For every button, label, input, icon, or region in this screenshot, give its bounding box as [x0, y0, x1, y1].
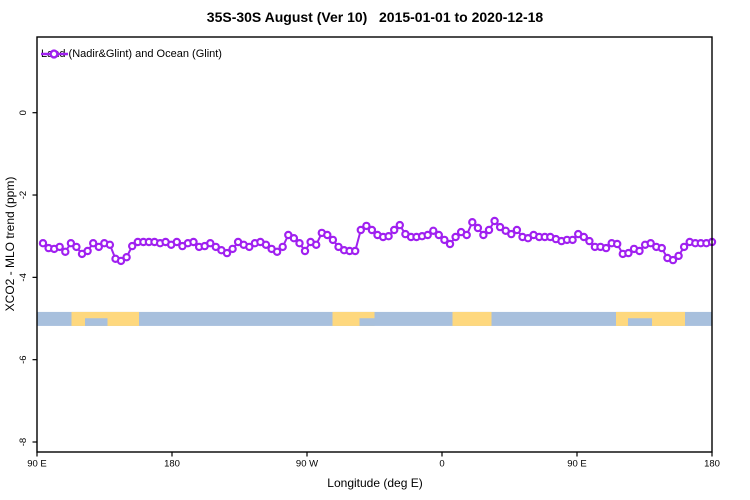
- data-point: [189, 237, 198, 247]
- plot-border: [36, 36, 713, 453]
- data-point: [390, 225, 399, 235]
- data-point: [384, 231, 393, 241]
- data-point: [328, 235, 338, 245]
- legend-label: Land (Nadir&Glint) and Ocean (Glint): [41, 48, 222, 60]
- data-point: [490, 216, 499, 226]
- data-point: [127, 241, 137, 251]
- data-point: [679, 242, 689, 252]
- y-tick-label: -8: [18, 438, 29, 446]
- data-point: [507, 229, 516, 239]
- data-point: [468, 217, 477, 227]
- y-tick-label: 0: [18, 110, 29, 115]
- data-point: [473, 223, 483, 233]
- data-point: [172, 237, 181, 247]
- data-point: [484, 225, 494, 235]
- x-tick-label: 0: [439, 459, 444, 470]
- data-point: [272, 247, 282, 256]
- y-tick-label: -2: [18, 191, 29, 199]
- data-point: [668, 255, 678, 265]
- data-point: [105, 240, 115, 249]
- data-point: [278, 242, 287, 252]
- data-point: [66, 238, 76, 248]
- data-point: [445, 239, 455, 249]
- land-patch: [452, 311, 492, 326]
- data-point: [624, 248, 633, 258]
- data-point: [351, 246, 360, 256]
- ocean-notch: [85, 318, 108, 326]
- data-point: [657, 243, 667, 253]
- data-point: [295, 238, 304, 248]
- y-tick-label: -4: [18, 273, 29, 281]
- data-point: [116, 256, 126, 266]
- data-point: [312, 240, 321, 249]
- data-point: [228, 244, 237, 254]
- data-point: [300, 246, 310, 256]
- data-point: [585, 236, 594, 246]
- data-point: [367, 225, 377, 235]
- data-point: [423, 230, 432, 240]
- data-point: [61, 247, 70, 256]
- data-point: [122, 253, 131, 262]
- data-point: [38, 238, 48, 248]
- data-point: [395, 220, 404, 230]
- data-point: [434, 230, 443, 240]
- x-tick-label: 90 E: [567, 459, 587, 470]
- data-point: [462, 230, 471, 240]
- ocean-notch: [359, 318, 375, 326]
- chart-title: 35S-30S August (Ver 10) 2015-01-01 to 20…: [206, 9, 544, 25]
- x-tick-label: 180: [164, 459, 180, 470]
- data-point: [568, 235, 577, 245]
- data-point: [261, 240, 271, 249]
- x-tick-label: 90 E: [27, 459, 47, 470]
- data-point: [55, 242, 64, 252]
- data-point: [495, 222, 505, 232]
- x-tick-label: 180: [704, 459, 720, 470]
- data-point: [579, 232, 589, 242]
- data-point: [429, 226, 438, 235]
- data-point: [635, 246, 644, 256]
- x-tick-label: 90 W: [296, 459, 318, 470]
- data-point: [72, 242, 81, 252]
- data-point: [674, 251, 683, 261]
- x-axis-label: Longitude (deg E): [327, 476, 423, 490]
- data-point: [479, 230, 488, 240]
- data-point: [289, 233, 299, 243]
- data-point: [94, 242, 104, 252]
- legend: Land (Nadir&Glint) and Ocean (Glint): [41, 48, 222, 60]
- data-point: [646, 238, 655, 248]
- legend-marker-icon: [41, 49, 68, 59]
- data-point: [88, 238, 98, 248]
- data-point: [245, 242, 254, 252]
- data-point: [601, 243, 611, 253]
- data-point: [362, 221, 371, 231]
- y-tick-label: -6: [18, 355, 29, 363]
- data-point: [222, 248, 232, 258]
- data-point: [451, 232, 460, 242]
- data-point: [323, 230, 332, 240]
- data-point: [512, 225, 522, 235]
- ocean-notch: [628, 318, 652, 326]
- data-point: [83, 246, 92, 256]
- data-point: [613, 239, 622, 249]
- data-point: [356, 225, 365, 235]
- y-axis-label: XCO2 - MLO trend (ppm): [3, 176, 17, 312]
- data-point: [440, 235, 449, 245]
- data-point: [206, 238, 215, 248]
